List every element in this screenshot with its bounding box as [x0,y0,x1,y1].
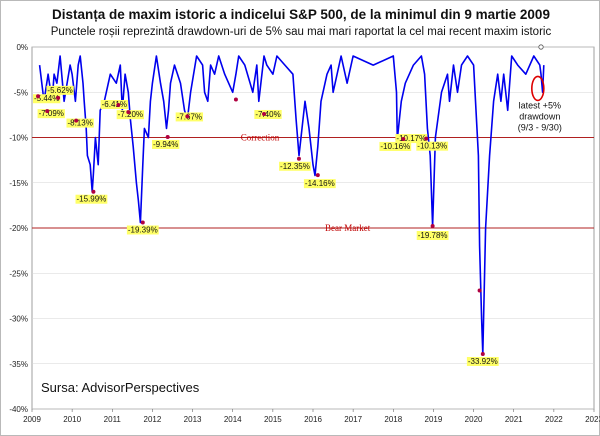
drawdown-label: -7.20% [118,110,143,119]
drawdown-marker [126,110,131,115]
reference-line-label: Bear Market [325,223,371,233]
drawdown-label-bg [33,94,61,104]
drawdown-marker [36,94,41,99]
drawdown-label-bg [254,109,282,119]
drawdown-marker [116,103,121,108]
y-tick-label: -30% [9,315,28,324]
y-tick-label: -15% [9,179,28,188]
x-tick-label: 2016 [304,415,322,424]
drawdown-label: -12.35% [280,162,310,171]
drawdown-marker [45,109,50,114]
drawdown-label-bg [416,231,449,241]
drawdown-label-bg [466,356,499,366]
y-tick-label: -5% [14,88,28,97]
drawdown-label: -15.99% [77,195,107,204]
drawdown-marker [430,224,435,229]
chart-subtitle: Punctele roșii reprezintă drawdown-uri d… [50,26,552,38]
x-tick-label: 2011 [104,415,122,424]
drawdown-label-bg [175,112,204,122]
x-tick-label: 2023 [585,415,600,424]
drawdown-label-bg [303,179,336,189]
latest-drawdown-note: (9/3 - 9/30) [518,122,562,132]
y-tick-label: 0% [16,43,28,52]
x-tick-label: 2009 [23,415,41,424]
drawdown-marker [424,136,429,141]
drawdown-marker [233,97,238,102]
drawdown-label: -14.16% [305,179,335,188]
x-tick-label: 2014 [224,415,242,424]
drawdown-label: -7.09% [39,109,64,118]
drawdown-marker [185,114,190,119]
drawdown-label-bg [126,225,159,235]
drawdown-label-bg [279,161,311,171]
drawdown-label: -19.39% [128,225,158,234]
drawdown-label: -8.13% [67,119,92,128]
drawdown-label: -9.94% [153,140,178,149]
latest-drawdown-note: drawdown [519,111,560,121]
drawdown-marker [262,111,267,116]
y-tick-label: -20% [9,224,28,233]
latest-drawdown-note: latest +5% [519,100,561,110]
x-tick-label: 2017 [344,415,362,424]
x-tick-label: 2012 [144,415,162,424]
drawdown-label: -10.17% [396,134,426,143]
x-tick-label: 2018 [384,415,402,424]
drawdown-label-bg [37,109,65,119]
chart-title: Distanța de maxim istoric a indicelui S&… [52,7,550,22]
drawdown-label: -10.13% [417,142,447,151]
y-tick-label: -10% [9,134,28,143]
drawdown-marker [91,189,96,194]
x-tick-label: 2015 [264,415,282,424]
drawdown-marker [165,134,170,139]
drawdown-label: -7.40% [255,110,280,119]
drawdown-marker [140,220,145,225]
x-tick-label: 2021 [505,415,523,424]
drawdown-label-bg [152,139,180,149]
x-tick-label: 2010 [63,415,81,424]
x-tick-label: 2013 [184,415,202,424]
drawdown-marker [480,351,485,356]
drawdown-label: -10.16% [380,142,410,151]
drawdown-label: -33.92% [468,357,498,366]
drawdown-label: -6.41% [102,100,127,109]
drawdown-label: -5.62% [47,86,72,95]
y-tick-label: -40% [9,405,28,414]
drawdown-label-bg [116,110,145,120]
drawdown-label-bg [100,100,128,110]
x-tick-label: 2022 [545,415,563,424]
source-label: Sursa: AdvisorPerspectives [41,380,200,395]
drawdown-label-bg [46,85,74,95]
y-tick-label: -35% [9,360,28,369]
x-tick-label: 2019 [425,415,443,424]
drawdown-marker [477,288,482,293]
drawdown-series-line [38,55,545,355]
drawdown-label-bg [379,141,412,151]
reference-line-label: Correction [241,133,280,143]
drawdown-label-bg [416,141,449,151]
drawdown-marker [56,95,61,100]
x-tick-label: 2020 [465,415,483,424]
drawdown-marker [401,137,406,142]
drawdown-marker [296,156,301,161]
drawdown-label-bg [66,118,94,128]
drawdown-label: -5.44% [34,94,59,103]
drawdown-marker [74,118,79,123]
latest-high-point [538,44,544,50]
drawdown-marker [315,173,320,178]
drawdown-label-bg [75,194,108,204]
drawdown-label-bg [395,134,428,144]
y-tick-label: -25% [9,269,28,278]
drawdown-label: -7.67% [177,112,202,121]
latest-drawdown-circle [531,75,545,102]
drawdown-label: -19.78% [418,231,448,240]
